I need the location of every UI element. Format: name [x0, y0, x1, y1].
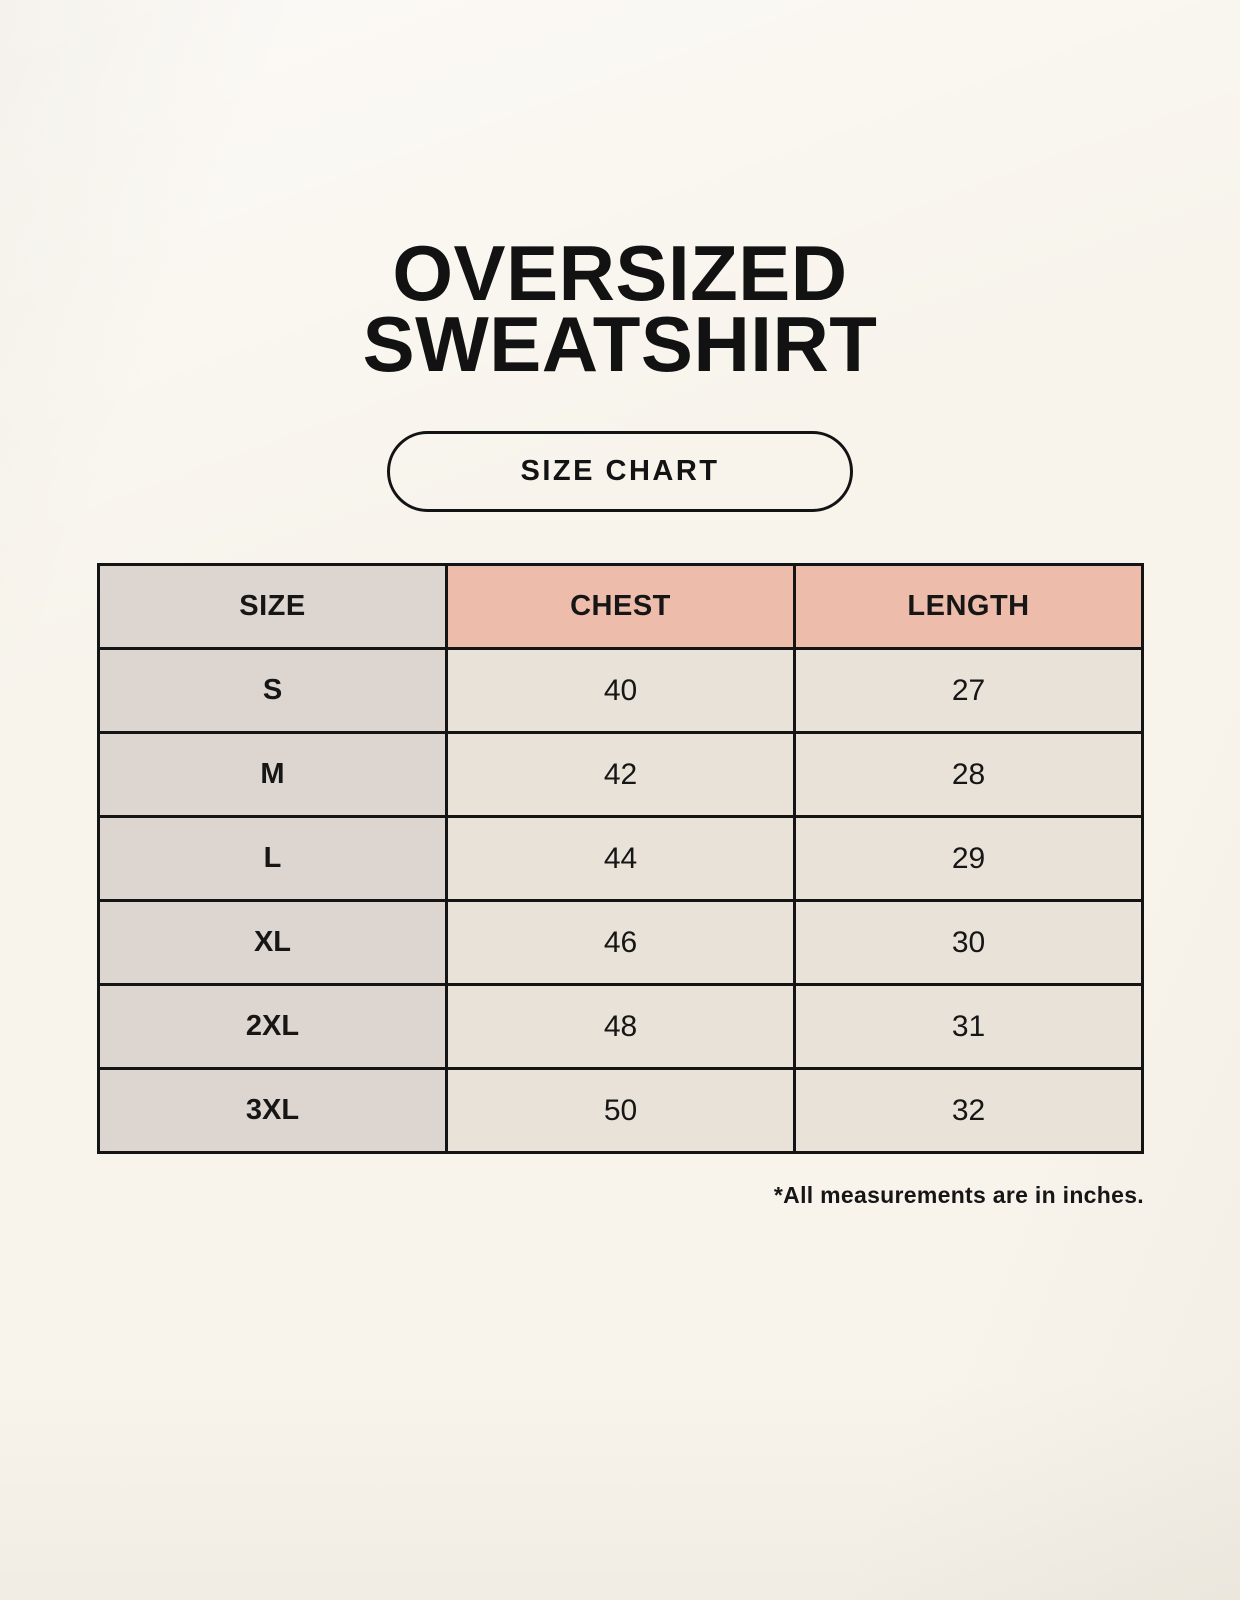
size-chart-badge-label: SIZE CHART — [520, 455, 720, 487]
page-title-line-2: SWEATSHIRT — [362, 300, 878, 388]
table-row: XL 46 30 — [97, 899, 1144, 986]
length-cell: 30 — [793, 899, 1144, 986]
chest-cell: 50 — [445, 1067, 796, 1154]
length-cell: 29 — [793, 815, 1144, 902]
page-title: OVERSIZED SWEATSHIRT — [0, 229, 1240, 388]
table-row: 3XL 50 32 — [97, 1067, 1144, 1154]
page-title-line-1: OVERSIZED — [392, 229, 848, 317]
table-row: S 40 27 — [97, 647, 1144, 734]
size-cell: XL — [97, 899, 448, 986]
length-cell: 31 — [793, 983, 1144, 1070]
size-chart-badge: SIZE CHART — [387, 431, 853, 512]
header-chest: CHEST — [445, 563, 796, 650]
length-cell: 27 — [793, 647, 1144, 734]
header-length: LENGTH — [793, 563, 1144, 650]
size-cell: S — [97, 647, 448, 734]
chest-cell: 48 — [445, 983, 796, 1070]
header-size: SIZE — [97, 563, 448, 650]
measurements-footnote: *All measurements are in inches. — [773, 1182, 1144, 1208]
length-cell: 32 — [793, 1067, 1144, 1154]
chest-cell: 40 — [445, 647, 796, 734]
table-row: L 44 29 — [97, 815, 1144, 902]
chest-cell: 44 — [445, 815, 796, 902]
table-row: M 42 28 — [97, 731, 1144, 818]
table-header-row: SIZE CHEST LENGTH — [97, 563, 1144, 650]
chest-cell: 46 — [445, 899, 796, 986]
size-cell: M — [97, 731, 448, 818]
chest-cell: 42 — [445, 731, 796, 818]
length-cell: 28 — [793, 731, 1144, 818]
size-chart-table: SIZE CHEST LENGTH S 40 27 M 42 28 L 44 2… — [97, 563, 1144, 1154]
size-cell: 2XL — [97, 983, 448, 1070]
size-cell: 3XL — [97, 1067, 448, 1154]
size-cell: L — [97, 815, 448, 902]
table-row: 2XL 48 31 — [97, 983, 1144, 1070]
